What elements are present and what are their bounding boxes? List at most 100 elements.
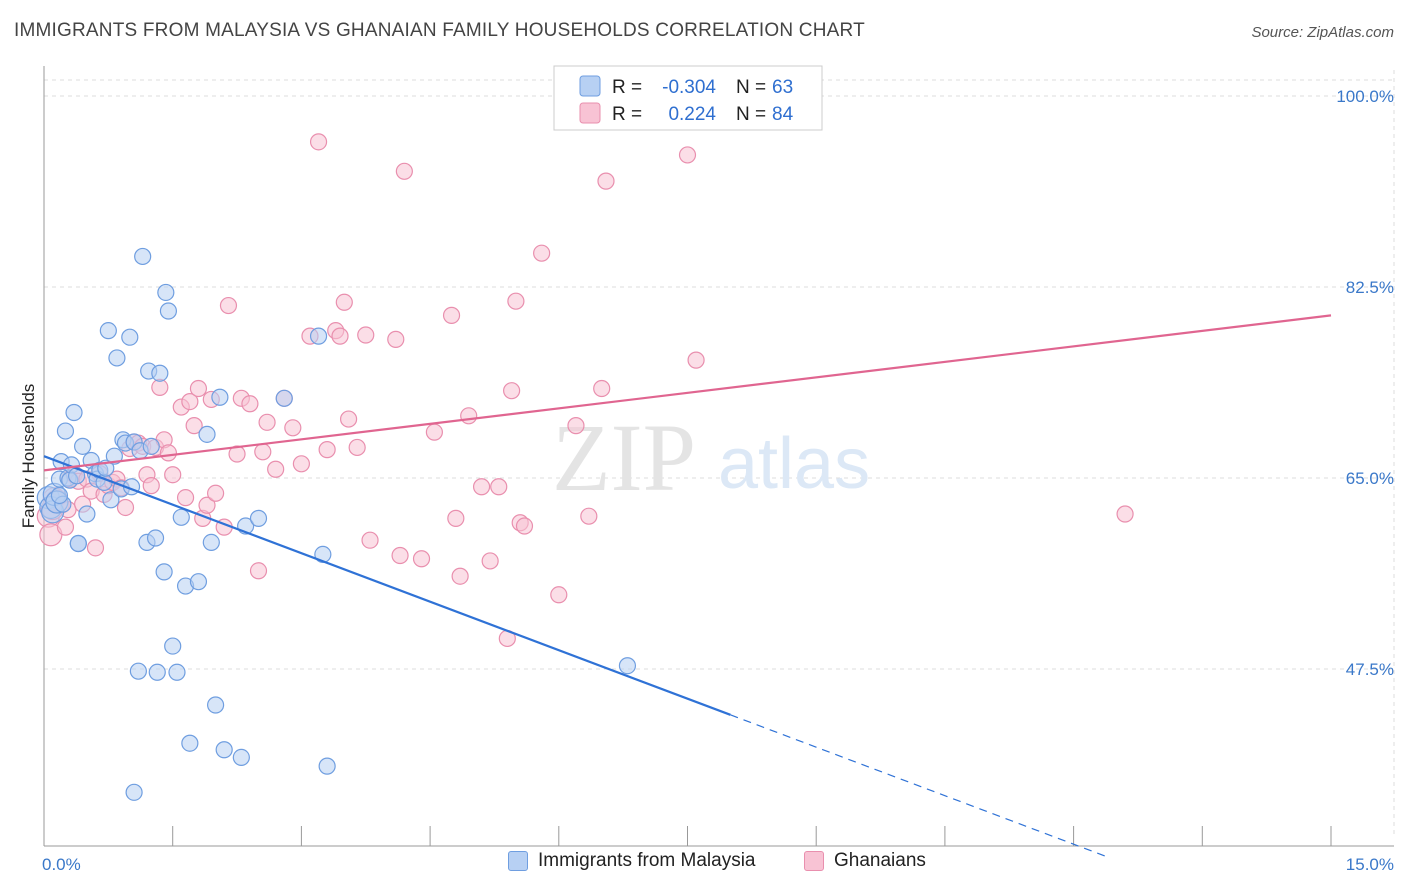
- malaysia-point: [102, 491, 120, 509]
- ghanaians-point: [258, 413, 276, 431]
- malaysia-point: [309, 327, 328, 345]
- malaysia-point: [148, 663, 166, 681]
- ghanaians-point: [412, 550, 431, 568]
- ghanaians-point: [678, 146, 697, 164]
- malaysia-point: [232, 748, 250, 767]
- ghanaians-point: [86, 539, 105, 557]
- ghanaians-point: [593, 379, 611, 398]
- malaysia-point: [164, 637, 182, 655]
- malaysia-point: [215, 741, 233, 759]
- ghanaians-point: [335, 293, 353, 311]
- ghanaians-point: [425, 423, 443, 441]
- malaysia-point: [78, 505, 96, 523]
- y-tick-label-3: 47.5%: [1346, 660, 1394, 679]
- trend-line-malaysia: [43, 455, 731, 716]
- ghanaians-point: [687, 351, 705, 369]
- legend-item-malaysia[interactable]: Immigrants from Malaysia: [508, 850, 756, 872]
- ghanaians-point: [198, 496, 216, 514]
- malaysia-point: [618, 657, 637, 675]
- stats-legend-swatch-blue: [579, 75, 601, 97]
- stats-r-value-pink: 0.224: [668, 104, 716, 125]
- malaysia-point: [275, 389, 293, 407]
- malaysia-point: [146, 529, 165, 547]
- malaysia-point: [108, 349, 126, 367]
- axes: [43, 66, 1394, 847]
- malaysia-point: [142, 437, 160, 455]
- ghanaians-point: [219, 296, 238, 315]
- ghanaians-point: [387, 330, 405, 348]
- malaysia-point: [65, 403, 83, 422]
- malaysia-point: [134, 247, 152, 266]
- ghanaians-point: [567, 417, 585, 435]
- ghanaians-point: [442, 306, 461, 324]
- ghanaians-point: [164, 466, 182, 484]
- malaysia-point: [69, 534, 87, 553]
- ghanaians-point: [451, 567, 469, 585]
- x-tick-label-0: 0.0%: [42, 855, 81, 874]
- ghanaians-point: [207, 484, 225, 502]
- malaysia-point: [318, 757, 336, 775]
- stats-r-label-blue: R =: [612, 77, 642, 98]
- legend-item-ghanaians[interactable]: Ghanaians: [804, 850, 926, 872]
- series-ghanaians-points: [36, 133, 1134, 648]
- ghanaians-point: [185, 417, 203, 435]
- ghanaians-point: [515, 517, 534, 535]
- malaysia-point: [181, 734, 199, 752]
- ghanaians-point: [460, 407, 478, 425]
- ghanaians-point: [357, 326, 375, 344]
- ghanaians-point: [533, 244, 551, 262]
- malaysia-point: [129, 662, 147, 680]
- legend-swatch-pink: [804, 851, 824, 871]
- ghanaians-point: [228, 445, 246, 463]
- malaysia-point: [189, 573, 208, 591]
- ghanaians-point: [318, 441, 336, 459]
- ghanaians-point: [249, 562, 268, 580]
- ghanaians-point: [361, 531, 379, 549]
- source-credit: Source: ZipAtlas.com: [1251, 24, 1394, 41]
- trend-line-malaysia-extrapolated: [730, 714, 1109, 858]
- chart-title: IMMIGRANTS FROM MALAYSIA VS GHANAIAN FAM…: [14, 20, 865, 41]
- ghanaians-point: [550, 586, 568, 604]
- ghanaians-point: [447, 509, 465, 527]
- ghanaians-point: [1116, 505, 1134, 523]
- malaysia-point: [105, 447, 123, 465]
- malaysia-point: [249, 509, 268, 527]
- stats-legend: R = -0.304 N = 63 R = 0.224 N = 84: [553, 65, 823, 131]
- malaysia-point: [125, 783, 143, 801]
- stats-r-value-blue: -0.304: [662, 77, 716, 98]
- malaysia-point: [159, 302, 178, 320]
- ghanaians-point: [580, 507, 598, 525]
- ghanaians-point: [395, 162, 413, 180]
- series-malaysia-points: [36, 247, 637, 801]
- ghanaians-point: [189, 379, 208, 398]
- malaysia-point: [155, 563, 173, 581]
- ghanaians-point: [241, 395, 259, 413]
- stats-n-value-pink: 84: [772, 104, 794, 125]
- malaysia-point: [99, 322, 117, 340]
- ghanaians-point: [116, 498, 135, 517]
- stats-n-label-pink: N =: [736, 104, 766, 125]
- y-tick-label-0: 100.0%: [1336, 87, 1394, 106]
- ghanaians-point: [284, 419, 302, 437]
- watermark: ZIP atlas: [552, 404, 870, 511]
- stats-n-value-blue: 63: [772, 77, 793, 98]
- malaysia-point: [157, 283, 175, 302]
- stats-r-label-pink: R =: [612, 104, 642, 125]
- stats-n-label-blue: N =: [736, 77, 766, 98]
- bottom-legend: Immigrants from Malaysia Ghanaians: [0, 850, 1406, 880]
- malaysia-point: [56, 422, 75, 440]
- malaysia-point: [202, 533, 220, 551]
- ghanaians-point: [159, 444, 178, 462]
- ghanaians-point: [507, 292, 525, 310]
- legend-swatch-blue: [508, 851, 528, 871]
- ghanaians-point: [503, 382, 521, 400]
- malaysia-point: [198, 425, 216, 443]
- ghanaians-point: [309, 133, 328, 151]
- ghanaians-point: [176, 489, 195, 507]
- malaysia-point: [168, 663, 186, 681]
- ghanaians-point: [254, 443, 272, 461]
- ghanaians-point: [472, 478, 491, 496]
- malaysia-point: [151, 364, 169, 382]
- legend-label-ghanaians: Ghanaians: [834, 850, 926, 871]
- ghanaians-point: [142, 477, 160, 495]
